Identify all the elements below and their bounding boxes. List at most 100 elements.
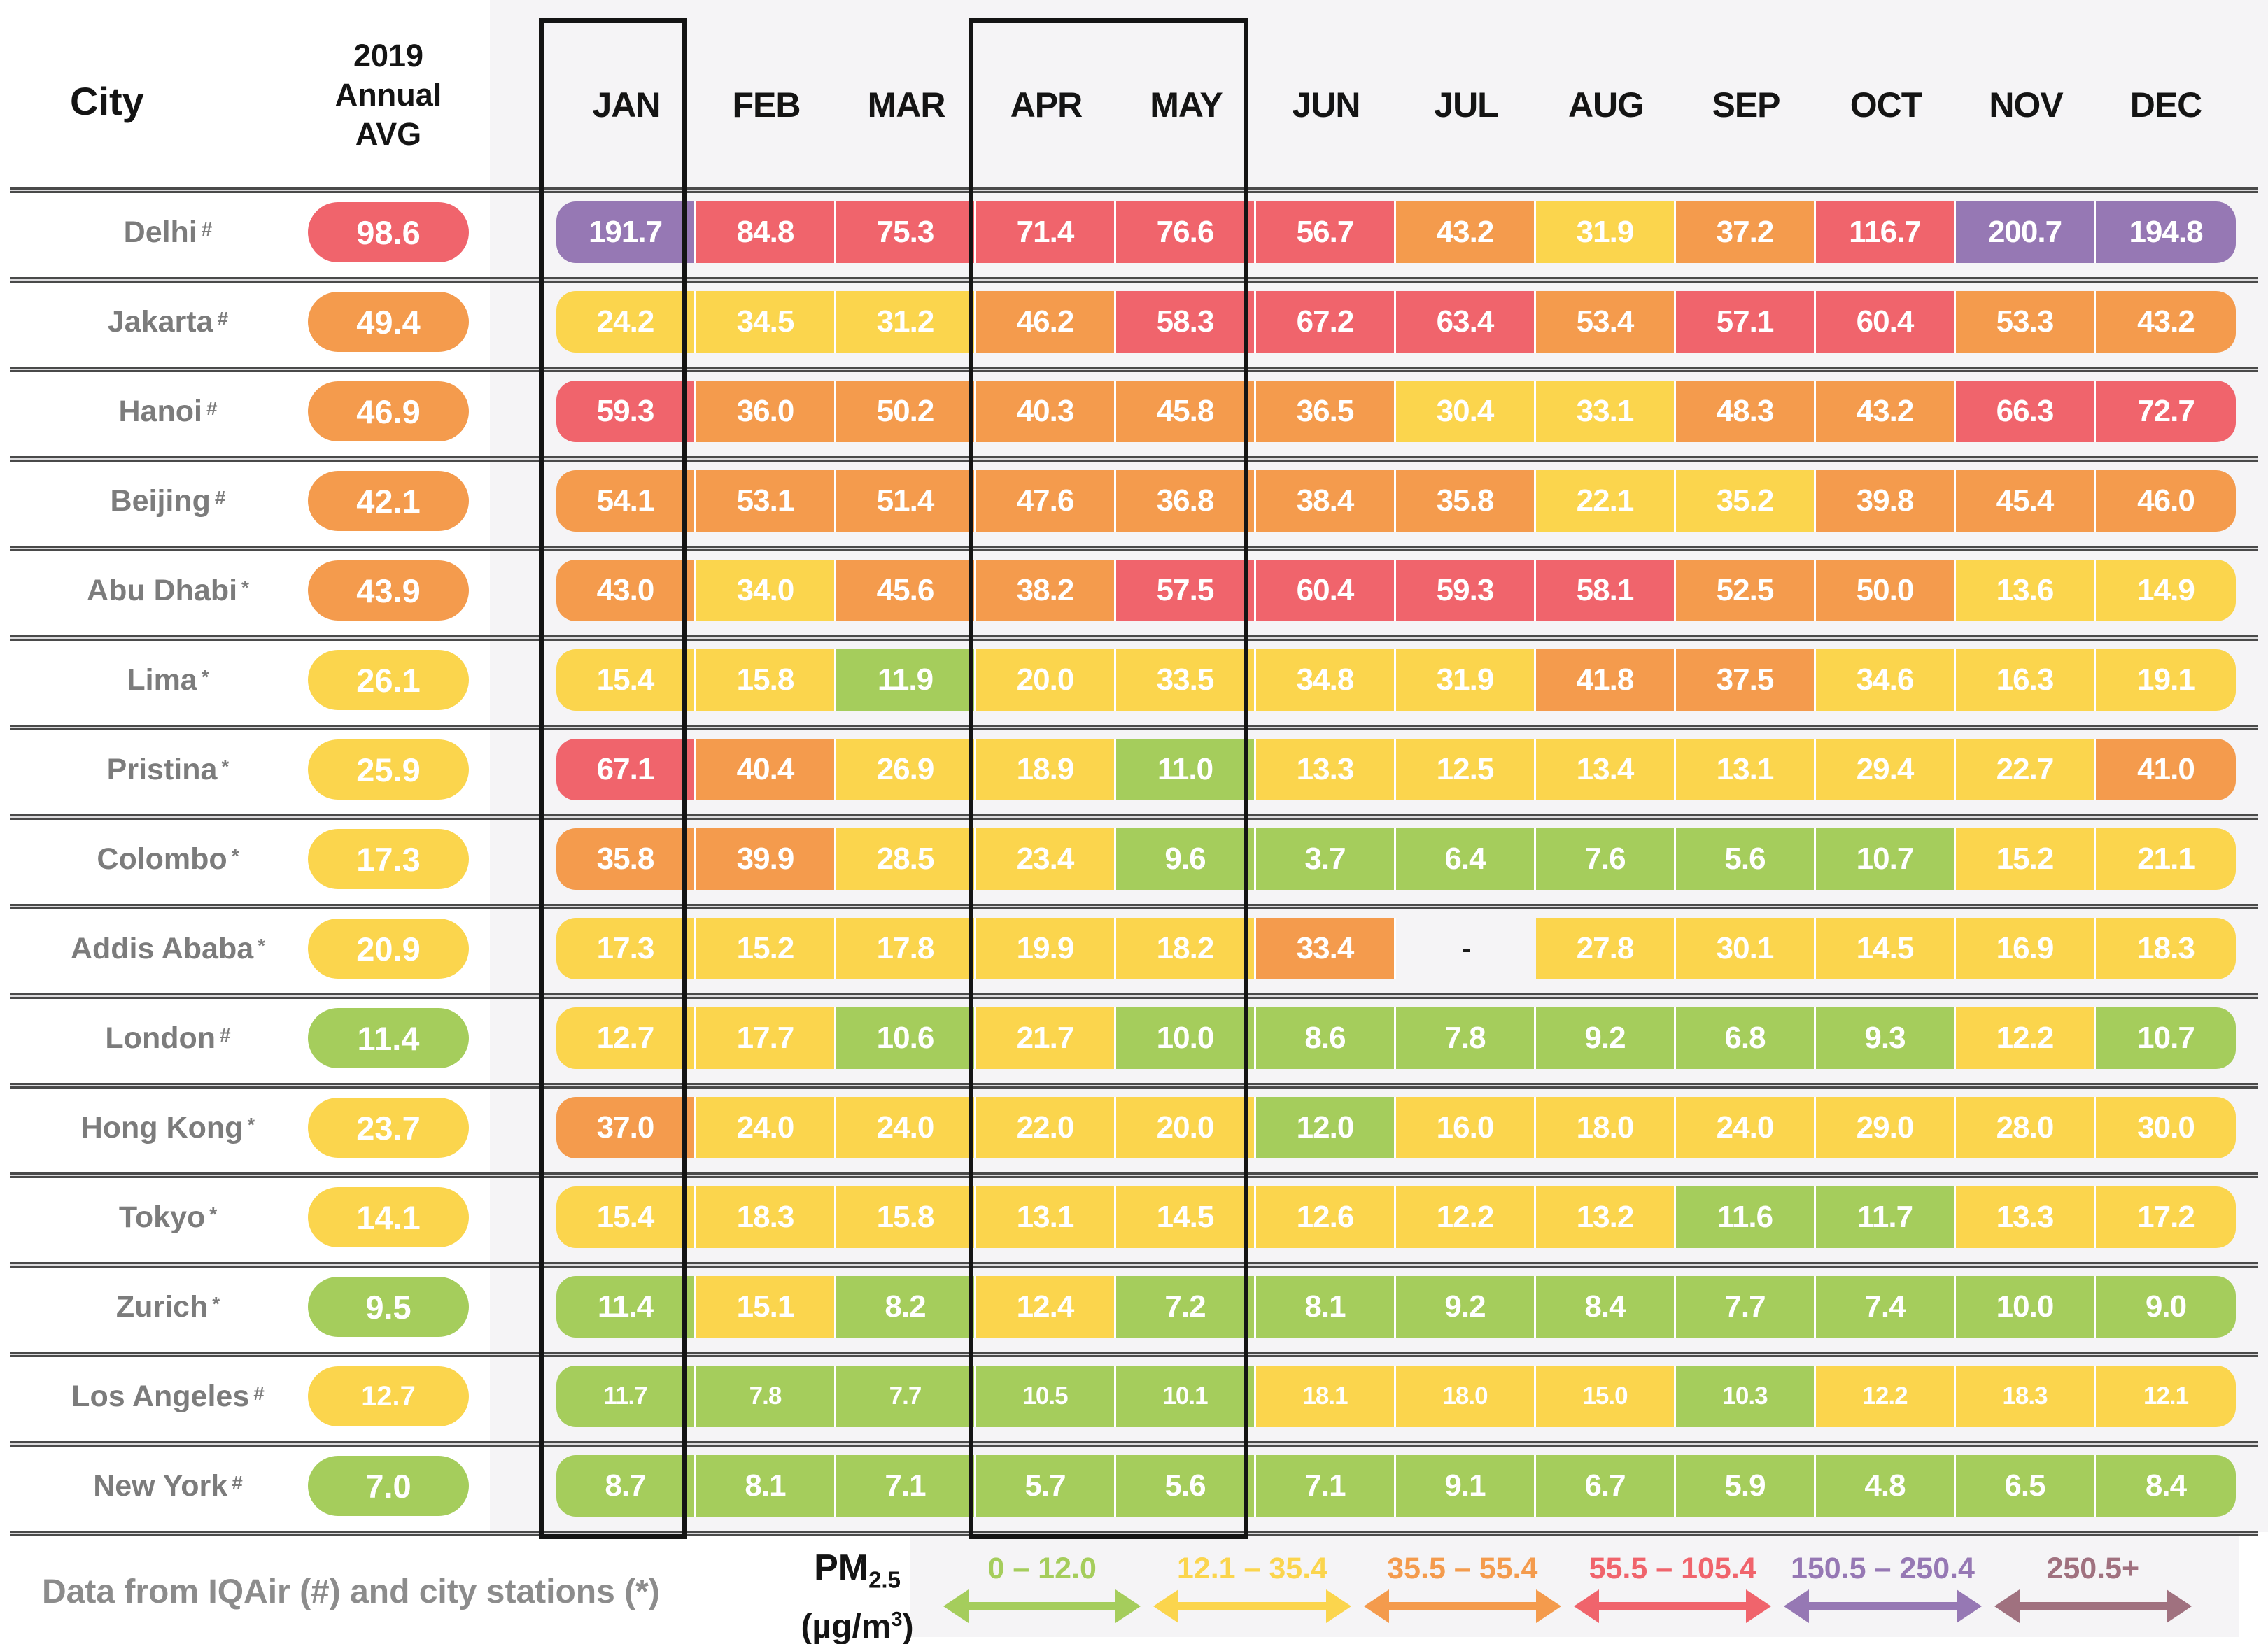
month-header-nov: NOV xyxy=(1989,85,2063,125)
month-value-cell: 43.2 xyxy=(1396,201,1536,263)
month-value-cell: 18.1 xyxy=(1256,1366,1396,1427)
month-header-feb: FEB xyxy=(732,85,801,125)
month-value-cell: 27.8 xyxy=(1536,918,1676,979)
month-header-apr: APR xyxy=(1010,85,1083,125)
row-separator xyxy=(10,187,2258,193)
month-value-cell: 10.1 xyxy=(1116,1366,1256,1427)
arrow-right-head xyxy=(1746,1589,1772,1623)
month-value-cell: 17.2 xyxy=(2096,1186,2236,1248)
month-value-cell: 20.0 xyxy=(976,649,1116,711)
month-value-cell: 50.0 xyxy=(1816,560,1956,621)
month-value-cell: 57.1 xyxy=(1676,291,1816,353)
month-value-cell: 9.6 xyxy=(1116,828,1256,890)
month-value-cell: 63.4 xyxy=(1396,291,1536,353)
month-value-cell: 7.8 xyxy=(1396,1007,1536,1069)
legend-range: 55.5 – 105.4 xyxy=(1573,1549,1772,1624)
month-value-cell: 7.7 xyxy=(1676,1276,1816,1338)
month-header-jan: JAN xyxy=(592,85,661,125)
legend-range: 35.5 – 55.4 xyxy=(1363,1549,1561,1624)
month-value-cell: 26.9 xyxy=(836,739,976,800)
city-name: Beijing xyxy=(110,483,211,518)
month-cells: 8.7 8.1 7.1 5.7 5.6 7.1 9.1 6.7 5.9 4.8 6.5 8.4 xyxy=(556,1455,2236,1517)
city-name: Pristina xyxy=(106,752,218,786)
month-value-cell: 24.2 xyxy=(556,291,696,353)
month-value-cell: 71.4 xyxy=(976,201,1116,263)
month-header-oct: OCT xyxy=(1850,85,1923,125)
month-value-cell: 21.7 xyxy=(976,1007,1116,1069)
city-label: Lima * xyxy=(28,635,308,725)
source-marker: * xyxy=(258,935,266,956)
month-value-cell: 12.0 xyxy=(1256,1097,1396,1158)
month-value-cell: 57.5 xyxy=(1116,560,1256,621)
month-value-cell: 18.0 xyxy=(1396,1366,1536,1427)
annual-avg-cell: 11.4 xyxy=(308,1008,469,1068)
month-value-cell: 8.2 xyxy=(836,1276,976,1338)
month-header-dec: DEC xyxy=(2129,85,2203,125)
table-row: Abu Dhabi * 43.9 43.0 34.0 45.6 38.2 57.5 60.4 59… xyxy=(0,546,2268,635)
month-value-cell: 34.6 xyxy=(1816,649,1956,711)
month-value-cell: 37.5 xyxy=(1676,649,1816,711)
row-separator xyxy=(10,814,2258,820)
legend-range-arrow xyxy=(1153,1588,1351,1624)
month-value-cell: 75.3 xyxy=(836,201,976,263)
city-label: Hong Kong * xyxy=(28,1083,308,1172)
city-name: Hong Kong xyxy=(80,1110,244,1145)
month-value-cell: 24.0 xyxy=(1676,1097,1816,1158)
month-value-cell: 48.3 xyxy=(1676,381,1816,442)
arrow-left-head xyxy=(1784,1589,1810,1623)
city-name: Zurich xyxy=(115,1289,209,1324)
month-value-cell: 12.5 xyxy=(1396,739,1536,800)
month-value-cell: 24.0 xyxy=(836,1097,976,1158)
month-value-cell: 5.6 xyxy=(1116,1455,1256,1517)
month-value-cell: 33.1 xyxy=(1536,381,1676,442)
arrow-shaft xyxy=(2019,1602,2167,1610)
row-separator xyxy=(10,546,2258,551)
month-value-cell: 8.1 xyxy=(696,1455,836,1517)
month-cells: 12.7 17.7 10.6 21.7 10.0 8.6 7.8 9.2 6.8 9.3 12.2 1… xyxy=(556,1007,2236,1069)
source-marker: # xyxy=(217,308,229,329)
row-separator xyxy=(10,904,2258,909)
month-value-cell: 15.2 xyxy=(696,918,836,979)
month-value-cell: 13.1 xyxy=(976,1186,1116,1248)
legend-range-label: 35.5 – 55.4 xyxy=(1387,1552,1538,1585)
month-value-cell: 19.9 xyxy=(976,918,1116,979)
source-marker: # xyxy=(232,1472,243,1494)
month-value-cell: 18.2 xyxy=(1116,918,1256,979)
arrow-left-head xyxy=(943,1589,969,1623)
month-value-cell: 47.6 xyxy=(976,470,1116,532)
month-value-cell: 23.4 xyxy=(976,828,1116,890)
month-value-cell: 17.8 xyxy=(836,918,976,979)
month-value-cell: 14.5 xyxy=(1116,1186,1256,1248)
month-value-cell: 13.1 xyxy=(1676,739,1816,800)
month-value-cell: 60.4 xyxy=(1816,291,1956,353)
month-value-cell: 7.1 xyxy=(836,1455,976,1517)
table-row: Hanoi #46.9 59.3 36.0 50.2 40.3 45.8 36.5 30.4 33… xyxy=(0,367,2268,456)
city-name: Hanoi xyxy=(118,394,202,428)
arrow-right-head xyxy=(1535,1589,1561,1623)
month-value-cell: 30.1 xyxy=(1676,918,1816,979)
month-value-cell: 50.2 xyxy=(836,381,976,442)
month-value-cell: 30.0 xyxy=(2096,1097,2236,1158)
month-value-cell: 21.1 xyxy=(2096,828,2236,890)
month-value-cell: 7.7 xyxy=(836,1366,976,1427)
unit-label-line: (µg/m3) xyxy=(801,1608,914,1644)
month-value-cell: 9.2 xyxy=(1536,1007,1676,1069)
month-cells: 43.0 34.0 45.6 38.2 57.5 60.4 59.3 58.1 52.5 50.0… xyxy=(556,560,2236,621)
city-name: Colombo xyxy=(97,842,227,876)
month-value-cell: 46.0 xyxy=(2096,470,2236,532)
legend-range-arrow xyxy=(943,1588,1141,1624)
month-value-cell: 43.2 xyxy=(1816,381,1956,442)
annual-avg-cell: 26.1 xyxy=(308,650,469,710)
month-value-cell: 6.4 xyxy=(1396,828,1536,890)
month-value-cell: 45.6 xyxy=(836,560,976,621)
month-value-cell: 14.5 xyxy=(1816,918,1956,979)
pm25-label-line: PM2.5 xyxy=(814,1547,901,1593)
month-value-cell: 38.2 xyxy=(976,560,1116,621)
month-value-cell: 34.8 xyxy=(1256,649,1396,711)
month-value-cell: 45.8 xyxy=(1116,381,1256,442)
month-value-cell: 36.0 xyxy=(696,381,836,442)
month-value-cell: 116.7 xyxy=(1816,201,1956,263)
month-value-cell: 40.4 xyxy=(696,739,836,800)
month-value-cell: 13.6 xyxy=(1956,560,2096,621)
month-value-cell: 17.7 xyxy=(696,1007,836,1069)
